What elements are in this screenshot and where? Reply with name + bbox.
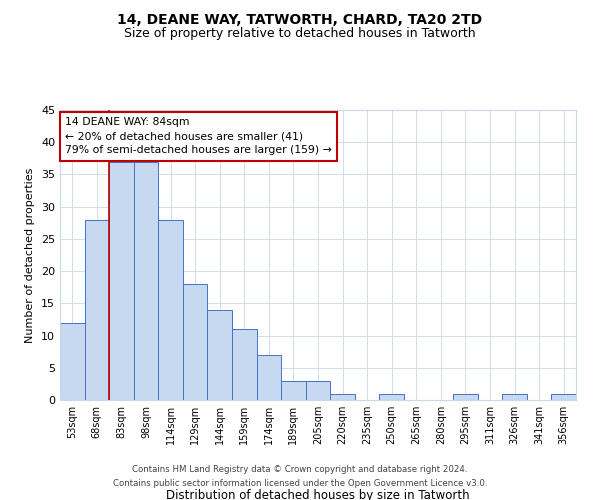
Bar <box>281 380 306 400</box>
Bar <box>379 394 404 400</box>
Text: Size of property relative to detached houses in Tatworth: Size of property relative to detached ho… <box>124 28 476 40</box>
Bar <box>257 355 281 400</box>
Bar <box>453 394 478 400</box>
Bar <box>306 380 330 400</box>
Text: Contains HM Land Registry data © Crown copyright and database right 2024.
Contai: Contains HM Land Registry data © Crown c… <box>113 466 487 487</box>
Bar <box>183 284 208 400</box>
Bar <box>208 310 232 400</box>
Bar <box>551 394 576 400</box>
Bar <box>158 220 183 400</box>
Text: 14, DEANE WAY, TATWORTH, CHARD, TA20 2TD: 14, DEANE WAY, TATWORTH, CHARD, TA20 2TD <box>118 12 482 26</box>
Bar <box>232 329 257 400</box>
Bar <box>109 162 134 400</box>
Y-axis label: Number of detached properties: Number of detached properties <box>25 168 35 342</box>
Text: 14 DEANE WAY: 84sqm
← 20% of detached houses are smaller (41)
79% of semi-detach: 14 DEANE WAY: 84sqm ← 20% of detached ho… <box>65 117 332 155</box>
Bar <box>502 394 527 400</box>
Bar <box>60 322 85 400</box>
Bar <box>330 394 355 400</box>
Bar <box>85 220 109 400</box>
X-axis label: Distribution of detached houses by size in Tatworth: Distribution of detached houses by size … <box>166 488 470 500</box>
Bar <box>134 162 158 400</box>
